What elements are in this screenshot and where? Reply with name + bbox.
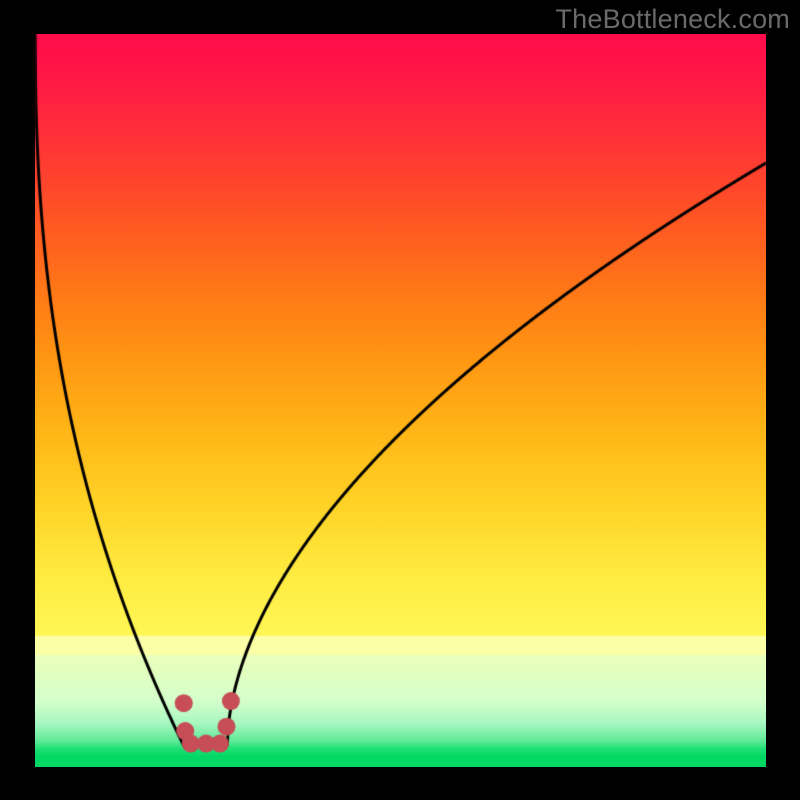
chart-stage: TheBottleneck.com <box>0 0 800 800</box>
curve-layer <box>0 0 800 800</box>
watermark-text: TheBottleneck.com <box>555 4 790 35</box>
